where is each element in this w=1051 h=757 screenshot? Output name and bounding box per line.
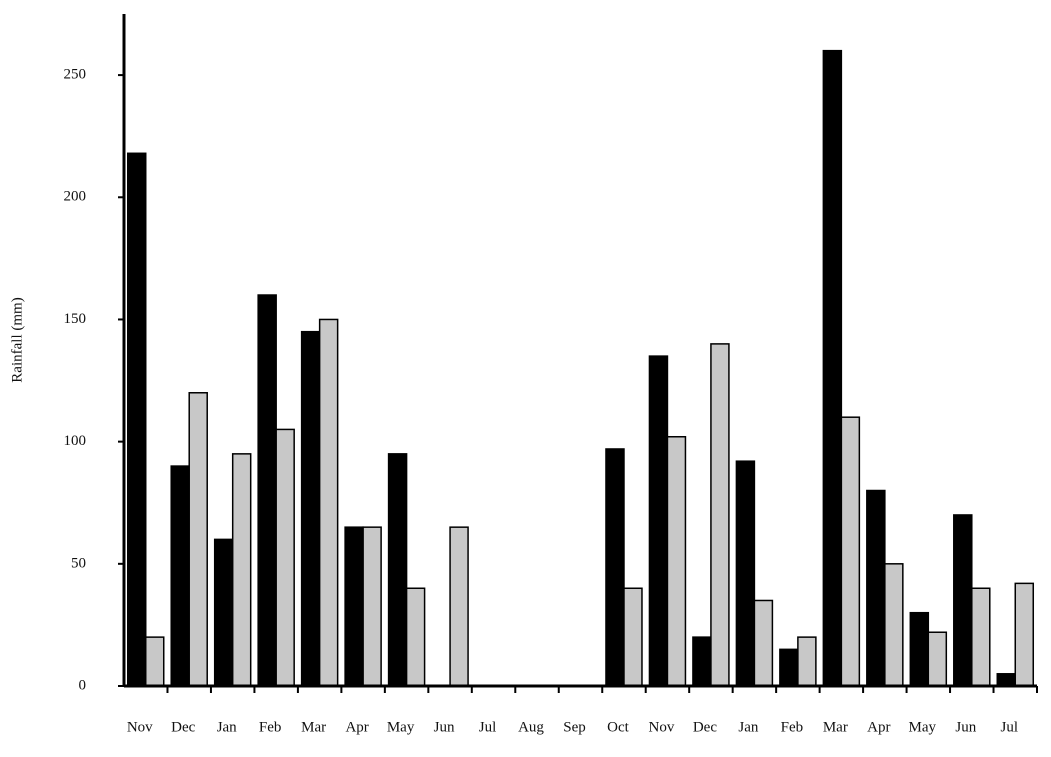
bar (213, 538, 234, 687)
bar (344, 526, 364, 687)
bar (623, 587, 643, 687)
bar (735, 460, 756, 687)
bar (275, 428, 295, 687)
bar (996, 673, 1017, 687)
x-tick-label: May (387, 719, 415, 735)
x-tick-label: Jan (738, 719, 758, 735)
x-tick-label: Dec (171, 719, 195, 735)
bar (909, 611, 930, 687)
bar (797, 636, 817, 687)
bar (449, 526, 469, 687)
x-tick-label: Apr (867, 719, 890, 735)
bar (866, 489, 886, 687)
y-tick-label: 0 (79, 677, 87, 693)
x-tick-label: Nov (649, 719, 675, 735)
bar (884, 563, 904, 687)
x-tick-label: Feb (259, 719, 282, 735)
x-tick-label: Nov (127, 719, 153, 735)
bar (822, 49, 843, 687)
bar (188, 392, 208, 687)
bar (666, 435, 687, 687)
x-tick-label: Jun (434, 719, 455, 735)
y-tick-label: 200 (64, 189, 87, 205)
bar (605, 448, 625, 687)
bar (927, 631, 948, 687)
x-tick-label: Oct (607, 719, 629, 735)
bar (318, 318, 339, 687)
bar (1014, 582, 1035, 687)
bar (387, 453, 408, 687)
bar (753, 599, 774, 687)
x-tick-label: Jul (1001, 719, 1019, 735)
x-tick-label: Apr (345, 719, 368, 735)
y-tick-label: 250 (64, 67, 87, 83)
bar (362, 526, 382, 687)
x-tick-label: Mar (823, 719, 848, 735)
x-tick-label: Feb (781, 719, 804, 735)
bar (953, 514, 973, 687)
bar (231, 453, 252, 687)
x-tick-label: Dec (693, 719, 717, 735)
y-tick-label: 100 (64, 433, 87, 449)
bar (710, 343, 730, 687)
x-tick-label: Mar (301, 719, 326, 735)
bar (126, 152, 147, 687)
bar (971, 587, 991, 687)
bar (840, 416, 861, 687)
x-tick-label: Aug (518, 719, 544, 735)
x-tick-label: May (909, 719, 937, 735)
bar (692, 636, 712, 687)
bar (648, 355, 669, 687)
y-tick-label: 50 (71, 555, 86, 571)
bar (257, 294, 277, 687)
x-tick-label: Jun (955, 719, 976, 735)
bar (405, 587, 426, 687)
x-tick-label: Jul (479, 719, 497, 735)
y-tick-label: 150 (64, 311, 87, 327)
y-axis-label: Rainfall (mm) (9, 297, 25, 382)
bar (779, 648, 799, 687)
bar (144, 636, 165, 687)
bar (300, 330, 321, 687)
x-tick-label: Jan (217, 719, 237, 735)
bar (170, 465, 190, 687)
x-tick-label: Sep (563, 719, 586, 735)
